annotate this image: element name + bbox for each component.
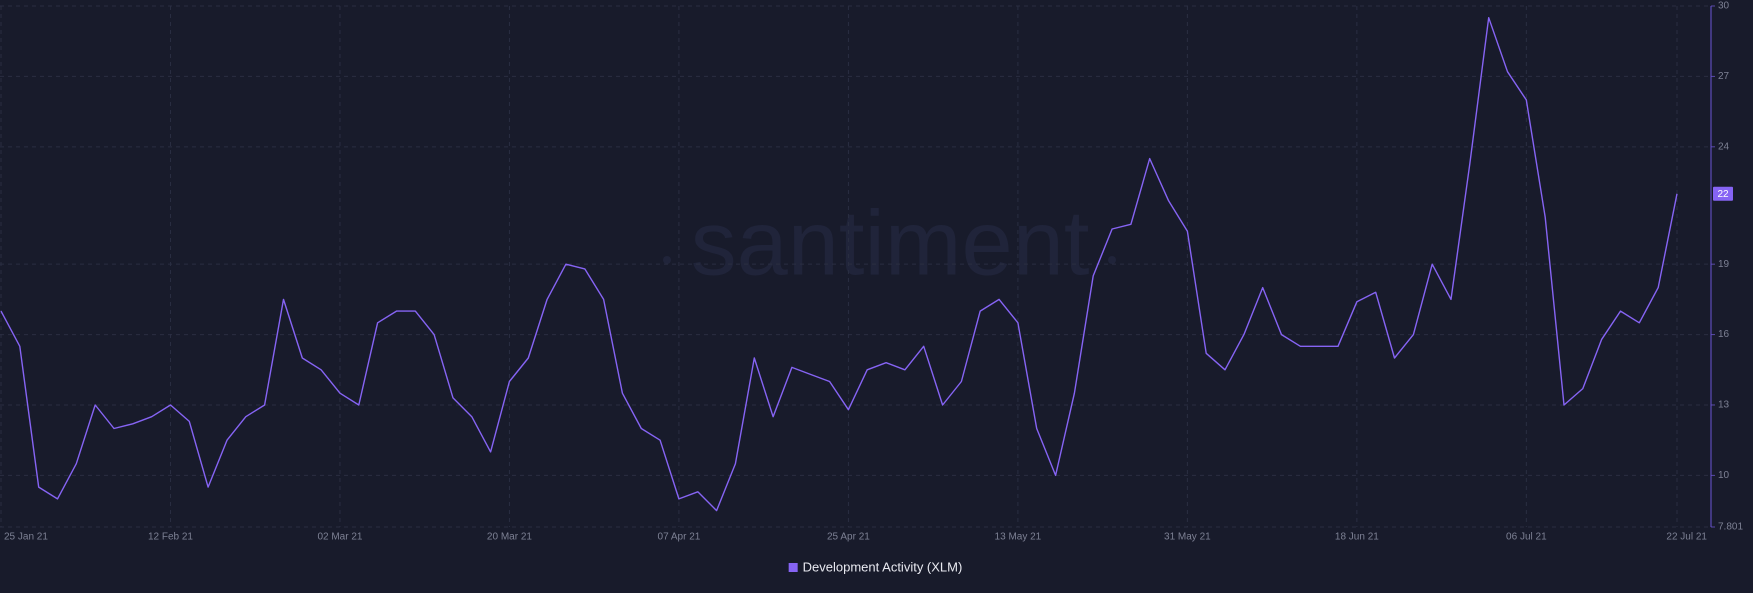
y-tick-label: 13 bbox=[1718, 400, 1730, 411]
legend-swatch bbox=[788, 563, 798, 572]
x-tick-label: 25 Jan 21 bbox=[4, 532, 48, 543]
data-line bbox=[0, 17, 1678, 512]
x-tick-label: 02 Mar 21 bbox=[317, 532, 362, 543]
x-tick-label: 06 Jul 21 bbox=[1506, 532, 1547, 543]
y-tick-label: 24 bbox=[1718, 141, 1730, 152]
y-tick-label: 30 bbox=[1718, 1, 1730, 12]
x-tick-label: 13 May 21 bbox=[995, 532, 1042, 543]
x-tick-label: 22 Jul 21 bbox=[1666, 532, 1707, 543]
x-tick-label: 18 Jun 21 bbox=[1335, 532, 1379, 543]
legend: Development Activity (XLM) bbox=[788, 559, 963, 574]
last-value-label: 22 bbox=[1717, 189, 1729, 200]
last-value-badge bbox=[1713, 186, 1733, 201]
y-tick-label: 16 bbox=[1718, 329, 1730, 340]
x-tick-label: 31 May 21 bbox=[1164, 532, 1211, 543]
x-tick-label: 25 Apr 21 bbox=[827, 532, 870, 543]
legend-label: Development Activity (XLM) bbox=[803, 559, 963, 574]
x-tick-label: 12 Feb 21 bbox=[148, 532, 193, 543]
watermark-dot bbox=[663, 256, 671, 264]
watermark-dot bbox=[1108, 256, 1116, 264]
y-tick-label: 27 bbox=[1718, 71, 1730, 82]
x-tick-label: 07 Apr 21 bbox=[658, 532, 701, 543]
y-tick-label: 19 bbox=[1718, 259, 1730, 270]
y-tick-label: 7.801 bbox=[1718, 522, 1743, 533]
x-tick-label: 20 Mar 21 bbox=[487, 532, 532, 543]
watermark: santiment bbox=[691, 192, 1090, 294]
y-tick-label: 10 bbox=[1718, 470, 1730, 481]
